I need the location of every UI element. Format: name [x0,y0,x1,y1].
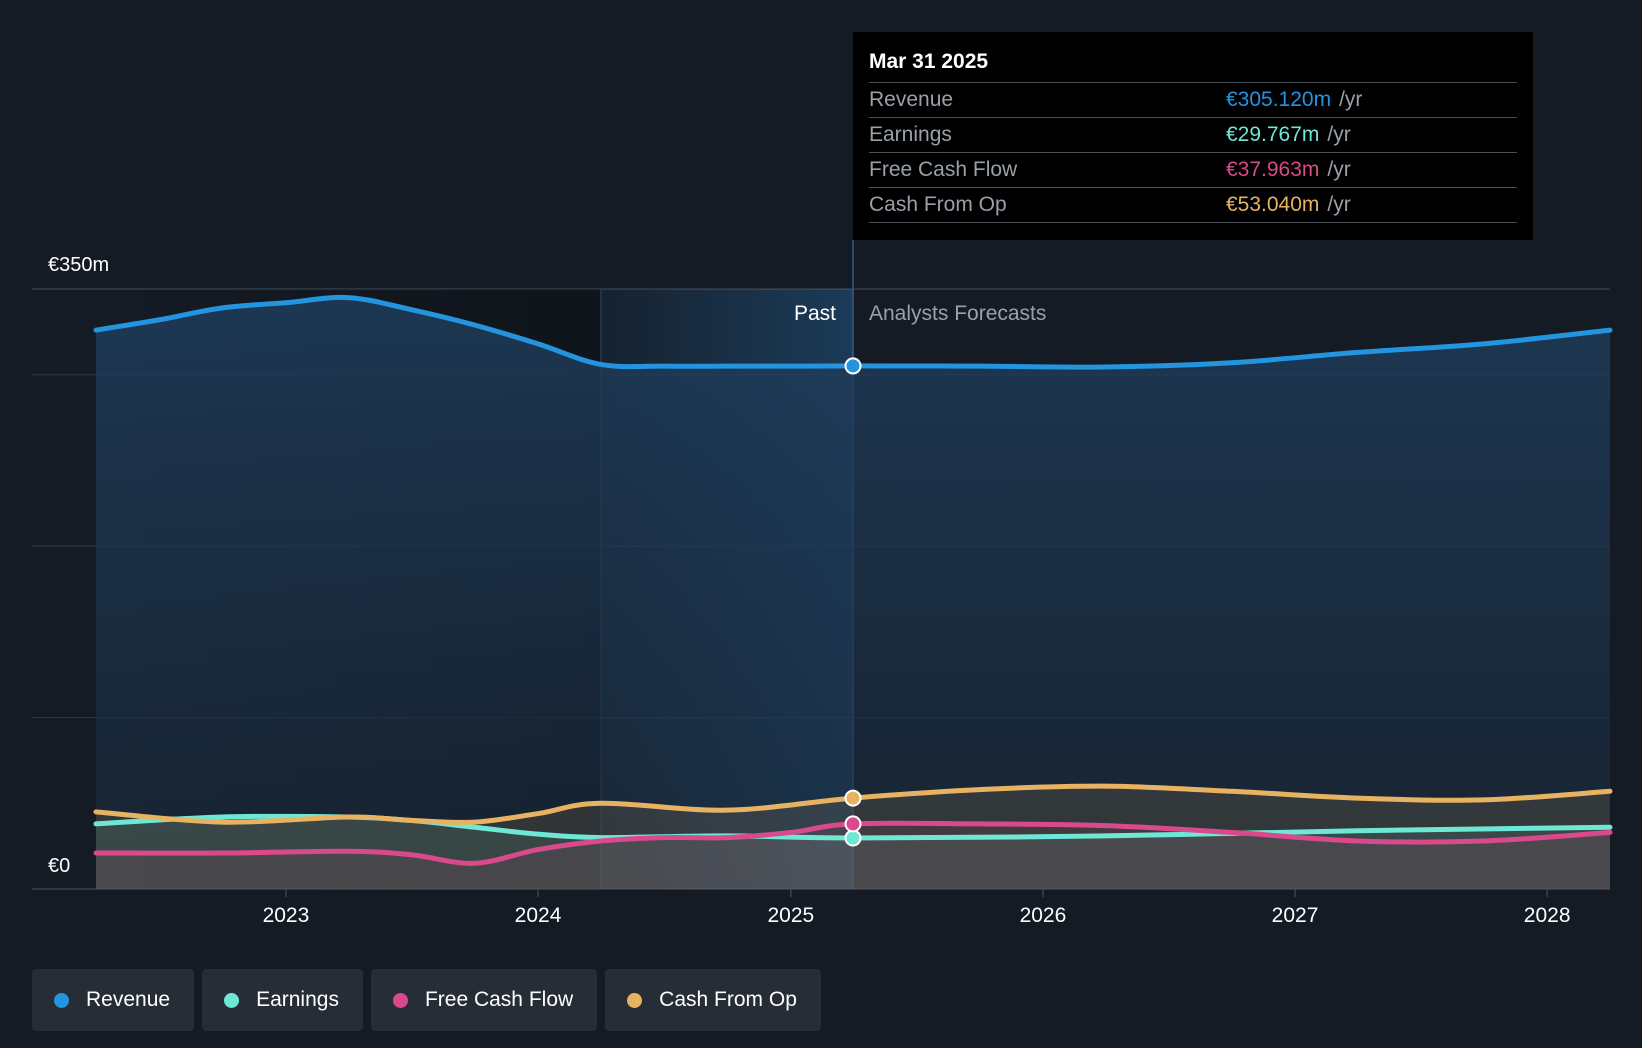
earnings-marker [844,829,862,847]
y-label-min: €0 [48,855,70,877]
cash-from-op-line [93,783,1613,825]
x-tick-label: 2025 [767,904,814,927]
legend-item-earnings[interactable]: Earnings [202,969,363,1031]
tooltip-value: €305.120m [1226,88,1332,111]
tooltip-unit: /yr [1327,193,1351,216]
revenue-area [96,297,1610,890]
tooltip-value: €53.040m [1226,193,1320,216]
tooltip-unit: /yr [1339,88,1363,111]
x-tick-label: 2024 [515,904,562,927]
free-cash-flow-marker [844,815,862,833]
legend-item-cash-from-op[interactable]: Cash From Op [605,969,821,1031]
tooltip-label: Free Cash Flow [869,158,1018,181]
tooltip-date: Mar 31 2025 [869,50,989,73]
legend-label: Free Cash Flow [424,988,574,1011]
tooltip-row-free-cash-flow: Free Cash Flow €37.963m /yr [869,152,1517,187]
legend-label: Revenue [86,988,171,1011]
tooltip-value: €37.963m [1226,158,1320,181]
past-label: Past [794,302,836,325]
tooltip-label: Earnings [869,123,952,146]
tooltip-value: €29.767m [1226,123,1320,146]
cash-from-op-dot-icon [627,992,643,1008]
earnings-dot-icon [224,992,240,1008]
legend-item-free-cash-flow[interactable]: Free Cash Flow [370,969,598,1031]
tooltip-row-cash-from-op: Cash From Op €53.040m /yr [869,187,1517,223]
legend-label: Cash From Op [659,988,797,1011]
x-tick-label: 2026 [1020,904,1067,927]
revenue-line [93,294,1613,370]
tooltip-row-earnings: Earnings €29.767m /yr [869,117,1517,152]
chart-area: 2023 2024 2025 2026 2027 2028 €350m €0 Past Analy… [32,240,1613,927]
free-cash-flow-line [93,820,1613,866]
cash-from-op-marker [844,789,862,807]
x-tick-label: 2028 [1524,904,1571,927]
tooltip-label: Cash From Op [869,193,1007,216]
tooltip-label: Revenue [869,88,954,111]
tooltip-row-revenue: Revenue €305.120m /yr [869,82,1517,117]
x-tick-label: 2023 [263,904,310,927]
forecast-label: Analysts Forecasts [869,302,1046,325]
y-label-max: €350m [48,254,109,276]
tooltip-unit: /yr [1327,158,1351,181]
revenue-marker [844,357,862,375]
free-cash-flow-dot-icon [392,992,408,1008]
x-tick-label: 2027 [1272,904,1319,927]
revenue-dot-icon [54,992,69,1008]
tooltip-unit: /yr [1327,123,1351,146]
legend: Revenue Earnings Free Cash Flow Cash Fro… [32,969,821,1031]
legend-label: Earnings [256,988,339,1011]
free-cash-flow-area [96,823,1610,889]
tooltip: Mar 31 2025 Revenue €305.120m /yr Earnin… [853,32,1533,240]
legend-item-revenue[interactable]: Revenue [32,969,195,1031]
